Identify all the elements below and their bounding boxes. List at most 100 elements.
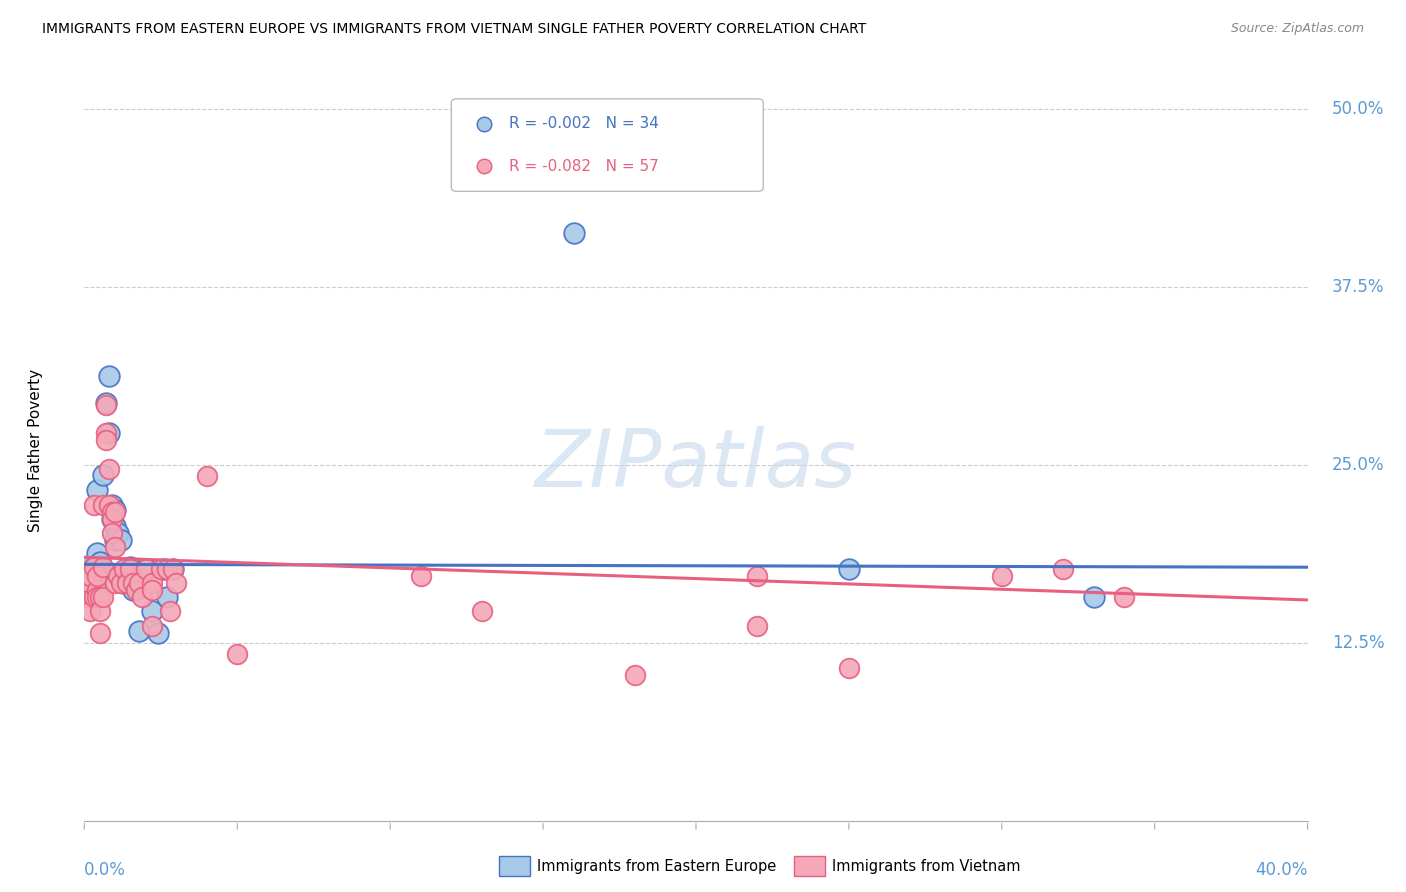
Text: Immigrants from Vietnam: Immigrants from Vietnam <box>832 859 1021 873</box>
Point <box>83 565 105 579</box>
Point <box>107 526 129 541</box>
Point <box>104 503 127 517</box>
Point <box>112 575 135 590</box>
Point <box>141 604 163 618</box>
Point <box>146 625 169 640</box>
Point <box>156 590 179 604</box>
Point <box>110 575 132 590</box>
Point <box>89 561 111 575</box>
Point <box>131 590 153 604</box>
Point <box>79 604 101 618</box>
Point <box>91 467 114 482</box>
Point <box>624 668 647 682</box>
Point <box>86 483 108 498</box>
Point <box>747 618 769 632</box>
Point <box>97 369 120 384</box>
Text: 50.0%: 50.0% <box>1331 100 1385 118</box>
Point <box>86 546 108 560</box>
Point <box>120 561 142 575</box>
Point <box>83 498 105 512</box>
Point <box>79 575 101 590</box>
Point <box>159 604 181 618</box>
Point <box>110 533 132 548</box>
Point <box>162 561 184 575</box>
Point <box>101 512 124 526</box>
Point <box>76 568 98 582</box>
Point <box>89 625 111 640</box>
Point <box>97 462 120 476</box>
Point <box>104 575 127 590</box>
Point <box>94 434 117 448</box>
Point <box>1083 590 1105 604</box>
Text: 37.5%: 37.5% <box>1331 277 1385 296</box>
Point <box>91 498 114 512</box>
Point <box>86 568 108 582</box>
Point <box>89 604 111 618</box>
Text: Immigrants from Eastern Europe: Immigrants from Eastern Europe <box>537 859 776 873</box>
Point <box>122 582 145 597</box>
Point <box>83 560 105 574</box>
Text: R = -0.002   N = 34: R = -0.002 N = 34 <box>509 116 658 131</box>
Point <box>101 498 124 512</box>
Point <box>141 618 163 632</box>
Text: Single Father Poverty: Single Father Poverty <box>28 369 44 532</box>
Point <box>128 624 150 639</box>
Point <box>135 561 157 575</box>
Point <box>135 561 157 575</box>
Point <box>141 575 163 590</box>
Point <box>101 512 124 526</box>
Point <box>101 505 124 519</box>
Point <box>89 555 111 569</box>
Point <box>91 590 114 604</box>
Text: 40.0%: 40.0% <box>1256 861 1308 879</box>
Point <box>104 505 127 519</box>
Point <box>104 541 127 555</box>
Point <box>83 590 105 604</box>
Point <box>76 560 98 574</box>
Point <box>79 568 101 582</box>
Point <box>409 568 432 582</box>
FancyBboxPatch shape <box>451 99 763 192</box>
Point <box>97 426 120 441</box>
Point <box>838 561 860 575</box>
Point <box>86 590 108 604</box>
Point <box>76 590 98 604</box>
Text: Source: ZipAtlas.com: Source: ZipAtlas.com <box>1230 22 1364 36</box>
Point <box>104 519 127 533</box>
Point <box>94 426 117 441</box>
Point <box>104 533 127 548</box>
Point <box>91 560 114 574</box>
Text: 0.0%: 0.0% <box>84 861 127 879</box>
Point <box>83 560 105 574</box>
Point <box>107 568 129 582</box>
Point <box>156 561 179 575</box>
Point <box>1052 561 1074 575</box>
Point <box>120 560 142 574</box>
Point <box>86 582 108 597</box>
Point <box>94 398 117 412</box>
Point <box>122 575 145 590</box>
Text: ZIPatlas: ZIPatlas <box>534 426 858 504</box>
Point <box>562 226 585 240</box>
Point <box>141 582 163 597</box>
Point <box>838 661 860 675</box>
Point <box>115 575 138 590</box>
Point <box>162 561 184 575</box>
Point <box>1114 590 1136 604</box>
Text: 12.5%: 12.5% <box>1331 633 1385 652</box>
Point <box>79 568 101 582</box>
Point <box>471 604 494 618</box>
Text: R = -0.082   N = 57: R = -0.082 N = 57 <box>509 159 658 174</box>
Point <box>83 582 105 597</box>
Point <box>226 647 249 661</box>
Point <box>747 568 769 582</box>
Point <box>165 575 187 590</box>
Point <box>89 590 111 604</box>
Point <box>149 561 172 575</box>
Point <box>195 469 218 483</box>
Text: 25.0%: 25.0% <box>1331 456 1385 474</box>
Point <box>991 568 1014 582</box>
Point <box>79 574 101 589</box>
Point <box>128 575 150 590</box>
Point <box>101 526 124 541</box>
